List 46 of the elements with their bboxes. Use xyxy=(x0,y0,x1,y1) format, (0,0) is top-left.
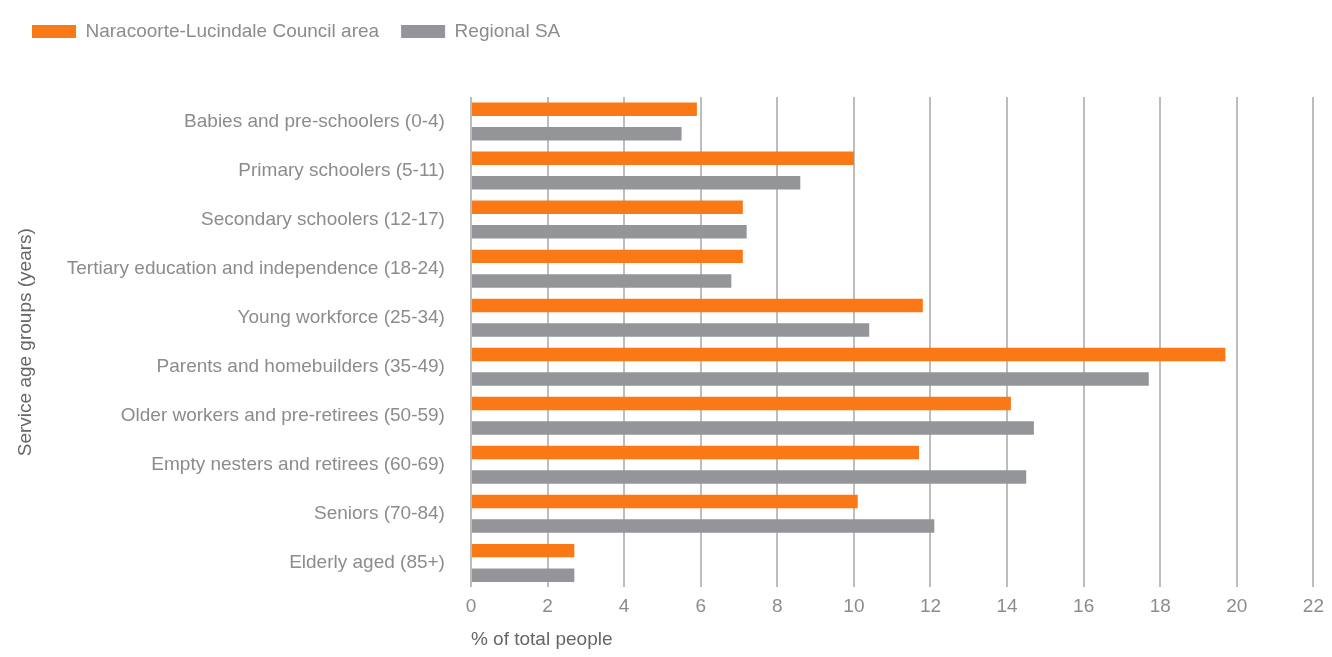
bar xyxy=(471,421,1034,435)
x-tick-label: 18 xyxy=(1149,595,1171,617)
bar xyxy=(471,494,858,509)
x-tick-label: 22 xyxy=(1302,595,1324,617)
bar xyxy=(471,102,697,116)
y-tick-label: Secondary schoolers (12-17) xyxy=(200,207,445,229)
y-tick-label: Empty nesters and retirees (60-69) xyxy=(151,453,445,475)
bar xyxy=(471,200,743,215)
bar xyxy=(471,225,747,239)
y-axis-title: Service age groups (years) xyxy=(13,228,35,457)
y-tick-label: Primary schoolers (5-11) xyxy=(238,158,445,180)
bar xyxy=(471,249,743,264)
x-tick-label: 10 xyxy=(843,595,865,617)
x-tick-label: 4 xyxy=(618,595,630,617)
x-tick-label: 14 xyxy=(996,595,1019,617)
x-axis-title: % of total people xyxy=(470,627,613,649)
y-tick-label: Elderly aged (85+) xyxy=(289,551,445,573)
x-tick-label: 12 xyxy=(919,595,942,617)
bar xyxy=(471,151,854,166)
x-tick-label: 8 xyxy=(772,595,783,617)
bar xyxy=(471,543,575,558)
y-tick-label: Older workers and pre-retirees (50-59) xyxy=(120,403,445,425)
x-tick-label: 20 xyxy=(1226,595,1248,617)
y-tick-label: Seniors (70-84) xyxy=(313,502,445,524)
legend-label: Naracoorte-Lucindale Council area xyxy=(85,19,380,41)
x-tick-label: 16 xyxy=(1073,595,1095,617)
bar xyxy=(471,176,801,190)
bar xyxy=(471,396,1011,411)
x-tick-label: 6 xyxy=(695,595,706,617)
bar xyxy=(471,298,923,313)
bar xyxy=(471,274,732,288)
bar xyxy=(471,568,575,582)
bar xyxy=(471,519,935,533)
x-tick-label: 0 xyxy=(465,595,477,617)
bar xyxy=(471,323,870,337)
bar xyxy=(471,470,1027,484)
y-tick-label: Parents and homebuilders (35-49) xyxy=(156,354,445,376)
bar xyxy=(471,445,919,460)
bar xyxy=(471,347,1226,362)
y-tick-label: Young workforce (25-34) xyxy=(237,305,445,327)
bar xyxy=(471,372,1149,386)
y-tick-label: Tertiary education and independence (18-24) xyxy=(66,256,445,278)
bar xyxy=(471,127,682,141)
legend-label: Regional SA xyxy=(454,19,561,41)
x-tick-label: 2 xyxy=(542,595,553,617)
y-tick-label: Babies and pre-schoolers (0-4) xyxy=(184,109,445,131)
